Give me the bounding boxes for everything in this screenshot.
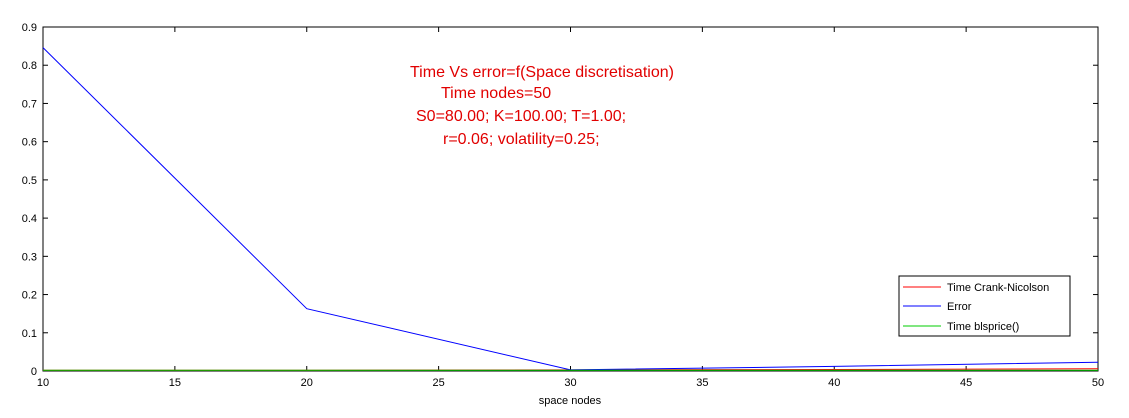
- y-tick-label: 0.2: [22, 290, 37, 302]
- legend: Time Crank-Nicolson Error Time blsprice(…: [898, 275, 1071, 337]
- x-tick-label: 10: [37, 377, 49, 389]
- legend-label-error: Error: [947, 301, 972, 313]
- x-tick-label: 35: [696, 377, 708, 389]
- y-tick-label: 0.1: [22, 328, 37, 340]
- x-tick-label: 40: [828, 377, 840, 389]
- annotation-line-1: Time Vs error=f(Space discretisation): [410, 64, 674, 81]
- series-lines: [42, 47, 1099, 371]
- x-tick-label: 25: [433, 377, 445, 389]
- x-tick-label: 15: [169, 377, 181, 389]
- x-tick-label: 50: [1092, 377, 1104, 389]
- y-tick-label: 0.6: [22, 137, 37, 149]
- x-tick-label: 45: [960, 377, 972, 389]
- y-tick-label: 0.3: [22, 251, 37, 263]
- legend-label-time-blsprice: Time blsprice(): [947, 321, 1019, 333]
- legend-label-time-crank-nicolson: Time Crank-Nicolson: [947, 282, 1049, 294]
- y-tick-label: 0.9: [22, 22, 37, 34]
- y-tick-label: 0.8: [22, 60, 37, 72]
- annotation-line-2: Time nodes=50: [441, 85, 551, 102]
- y-tick-label: 0.5: [22, 175, 37, 187]
- y-tick-label: 0.7: [22, 98, 37, 110]
- annotation-line-4: r=0.06; volatility=0.25;: [443, 131, 600, 148]
- y-tick-label: 0.4: [22, 213, 37, 225]
- x-tick-label: 20: [301, 377, 313, 389]
- annotation-line-3: S0=80.00; K=100.00; T=1.00;: [416, 108, 626, 125]
- x-tick-label: 30: [564, 377, 576, 389]
- annotation-block: Time Vs error=f(Space discretisation) Ti…: [410, 64, 674, 148]
- x-axis-label: space nodes: [539, 395, 602, 407]
- y-tick-label: 0: [31, 366, 37, 378]
